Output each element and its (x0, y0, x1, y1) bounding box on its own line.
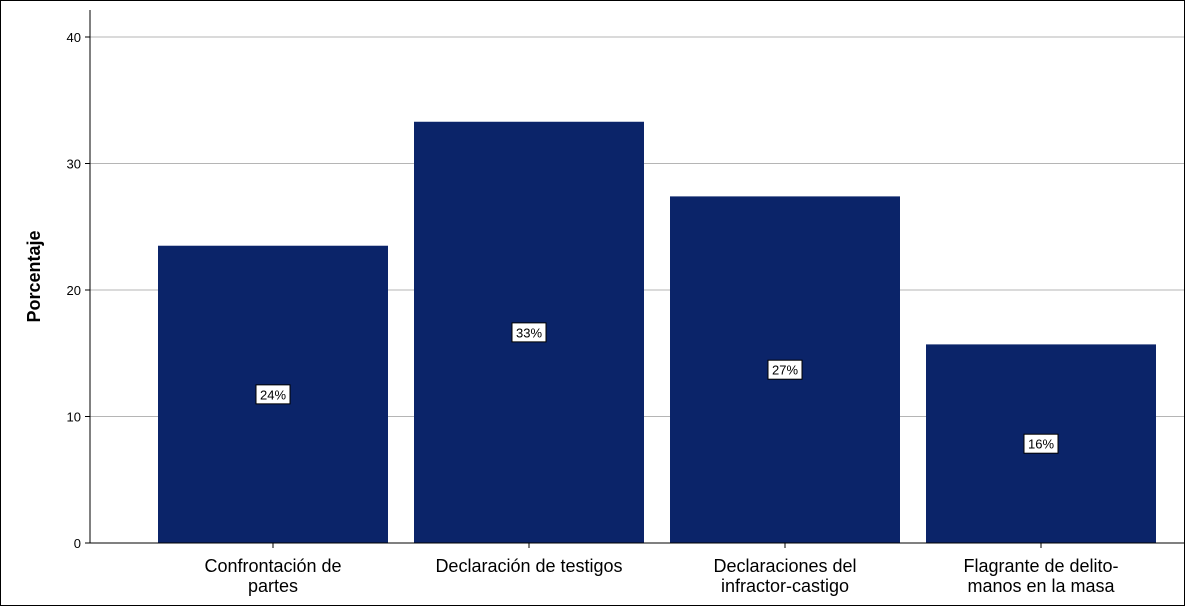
y-tick-label: 0 (74, 536, 81, 551)
data-label-box (1023, 433, 1059, 454)
y-tick-labels: 0 10 20 30 40 (67, 30, 90, 551)
data-label-text: 27% (772, 363, 798, 378)
y-tick-label: 30 (67, 157, 81, 172)
data-label-text: 24% (260, 387, 286, 402)
y-tick-label: 40 (67, 30, 81, 45)
data-labels: 24% 33% 27% 16% (255, 322, 1059, 454)
y-tick-label: 10 (67, 410, 81, 425)
data-label: 27% (767, 359, 803, 380)
x-category-label: partes (248, 576, 298, 596)
x-category-label: Confrontación de (204, 556, 341, 576)
data-label: 24% (255, 384, 291, 405)
data-label-box (255, 384, 291, 405)
data-label-box (767, 359, 803, 380)
data-label: 16% (1023, 433, 1059, 454)
y-tick-label: 20 (67, 283, 81, 298)
x-category-label: Declaraciones del (713, 556, 856, 576)
x-category-label: manos en la masa (967, 576, 1115, 596)
x-category-label: infractor-castigo (721, 576, 849, 596)
y-axis-title: Porcentaje (24, 230, 44, 322)
x-category-label: Declaración de testigos (435, 556, 622, 576)
data-label-text: 16% (1028, 437, 1054, 452)
axes (89, 10, 1184, 544)
data-label: 33% (511, 322, 547, 343)
bars (158, 121, 1156, 543)
data-label-box (511, 322, 547, 343)
data-label-text: 33% (516, 325, 542, 340)
x-category-label: Flagrante de delito- (963, 556, 1118, 576)
